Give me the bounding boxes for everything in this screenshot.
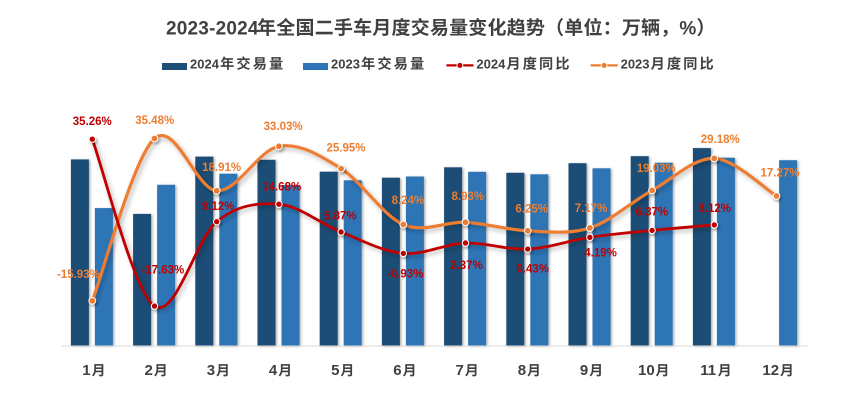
- svg-text:35.48%: 35.48%: [135, 115, 174, 127]
- svg-text:6.37%: 6.37%: [635, 207, 668, 219]
- svg-text:14.68%: 14.68%: [262, 182, 301, 194]
- svg-text:25.95%: 25.95%: [326, 143, 365, 155]
- svg-text:%: %: [679, 18, 696, 39]
- svg-text:8.12%: 8.12%: [698, 203, 731, 215]
- svg-text:29.18%: 29.18%: [701, 134, 740, 146]
- svg-text:17.27%: 17.27%: [760, 168, 799, 180]
- svg-text:12: 12: [762, 362, 779, 379]
- svg-text:2024: 2024: [476, 57, 506, 72]
- svg-text:8: 8: [518, 362, 526, 379]
- svg-text:2023: 2023: [331, 57, 360, 72]
- svg-text:4: 4: [269, 362, 278, 379]
- svg-text:5.87%: 5.87%: [324, 210, 357, 222]
- svg-text:8.93%: 8.93%: [451, 191, 484, 203]
- svg-text:6.25%: 6.25%: [515, 204, 548, 216]
- svg-text:19.03%: 19.03%: [637, 163, 676, 175]
- svg-text:4.19%: 4.19%: [584, 247, 617, 259]
- svg-text:2023-2024: 2023-2024: [166, 18, 259, 39]
- svg-text:18.91%: 18.91%: [202, 162, 241, 174]
- svg-text:9: 9: [580, 362, 588, 379]
- svg-text:2.37%: 2.37%: [450, 260, 483, 272]
- svg-text:2023: 2023: [621, 57, 650, 72]
- svg-text:-17.63%: -17.63%: [141, 265, 184, 277]
- svg-text:0.43%: 0.43%: [516, 264, 549, 276]
- svg-text:2024: 2024: [190, 57, 220, 72]
- svg-text:8.24%: 8.24%: [392, 195, 425, 207]
- svg-text:-0.93%: -0.93%: [387, 268, 423, 280]
- svg-text:1: 1: [82, 362, 90, 379]
- svg-text:5: 5: [331, 362, 339, 379]
- svg-text:7: 7: [456, 362, 464, 379]
- svg-text:11: 11: [700, 362, 716, 379]
- svg-text:3: 3: [207, 362, 215, 379]
- svg-text:33.03%: 33.03%: [264, 121, 303, 133]
- svg-text:7.17%: 7.17%: [575, 203, 608, 215]
- svg-text:9.12%: 9.12%: [202, 201, 235, 213]
- svg-text:10: 10: [638, 362, 655, 379]
- svg-text:2: 2: [145, 362, 153, 379]
- svg-text:6: 6: [393, 362, 401, 379]
- svg-text:-15.93%: -15.93%: [57, 269, 100, 281]
- svg-text:35.26%: 35.26%: [73, 116, 112, 128]
